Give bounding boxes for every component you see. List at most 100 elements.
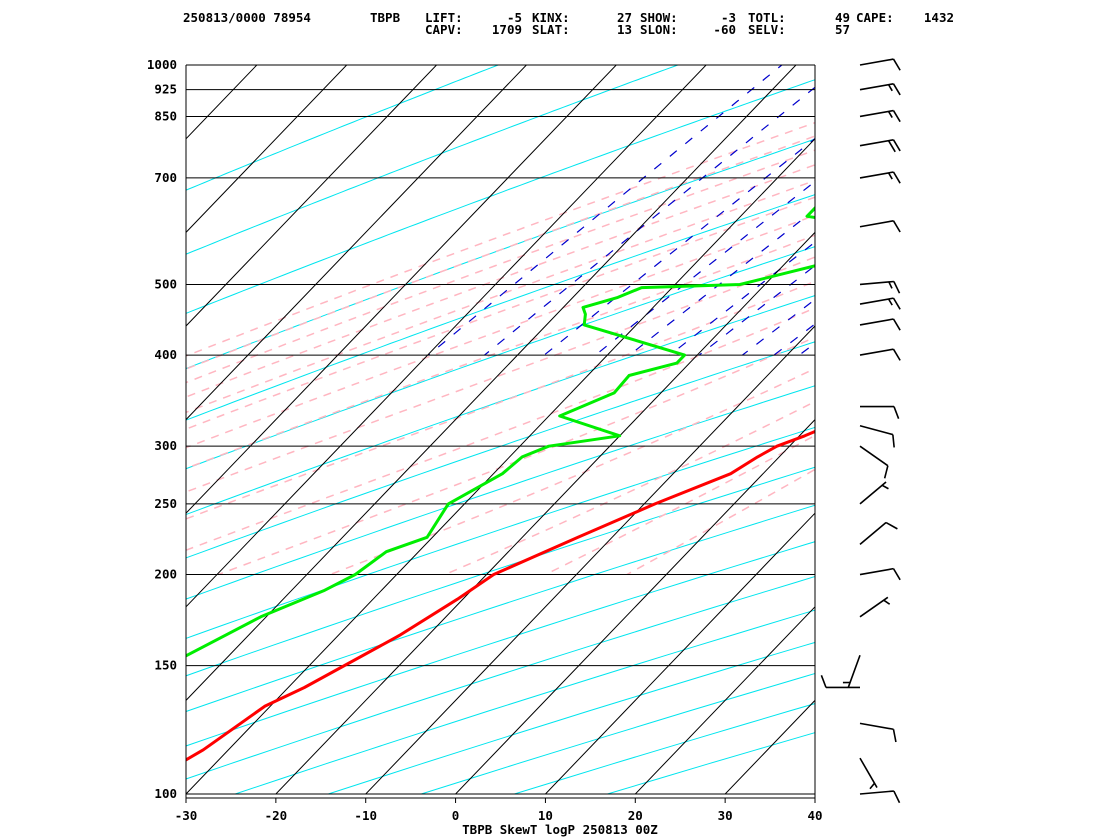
pressure-label: 850: [154, 108, 177, 123]
barb-shaft: [859, 722, 894, 731]
pressure-label: 200: [154, 567, 177, 582]
barb-shaft: [859, 109, 894, 118]
temperature-label: 20: [628, 808, 643, 823]
barb-shaft: [859, 139, 894, 147]
barb-feather: [887, 140, 896, 153]
isotherm: [186, 65, 258, 140]
wind-barb: [859, 567, 901, 581]
wind-barbs: [820, 58, 901, 804]
moist-adiabat: [186, 214, 815, 449]
temperature-label: 40: [807, 808, 822, 823]
pressure-label: 400: [154, 347, 177, 362]
wind-barb: [859, 722, 897, 743]
pressure-label: 1000: [147, 57, 177, 72]
dry-adiabat: [186, 65, 500, 191]
mixing-ratio-line: [1062, 50, 1120, 356]
dry-adiabat: [186, 194, 815, 421]
dry-adiabat: [186, 138, 815, 370]
barb-feather: [892, 220, 901, 233]
profiles: [186, 205, 815, 762]
wind-barb: [859, 171, 901, 184]
wind-barb: [859, 521, 898, 545]
isotherm: [186, 65, 707, 608]
show-label: SHOW:: [640, 10, 678, 25]
pressure-label: 300: [154, 438, 177, 453]
lift-label: LIFT:: [425, 10, 463, 25]
mixing-ratio-line: [940, 50, 1120, 356]
header-block: 250813/0000 78954 TBPB LIFT: -5 KINX: 27…: [0, 0, 1120, 50]
pressure-label: 925: [154, 82, 177, 97]
barb-half-feather: [887, 111, 893, 118]
capv-value: 1709: [491, 22, 522, 37]
slon-label: SLON:: [640, 22, 678, 37]
barb-half-feather: [883, 599, 891, 605]
mixing-ratio-line: [543, 137, 815, 356]
totl-label: TOTL:: [748, 10, 786, 25]
moist-adiabat: [186, 256, 815, 493]
sounding-id: 250813/0000 78954: [183, 10, 311, 25]
barb-half-feather: [887, 84, 893, 92]
barb-half-feather: [888, 281, 893, 289]
station-name: TBPB: [370, 10, 401, 25]
barb-half-feather: [887, 172, 893, 180]
isotherm: [186, 65, 528, 421]
wind-barb: [859, 790, 901, 804]
wind-barb: [859, 757, 878, 790]
dry-adiabat: [186, 246, 815, 470]
wind-barb: [859, 139, 901, 153]
moist-adiabat: [186, 121, 815, 357]
barb-feather: [883, 465, 889, 479]
isotherm: [186, 65, 348, 234]
dry-adiabat: [186, 466, 815, 677]
barb-shaft: [859, 297, 894, 305]
dry-adiabat: [186, 65, 680, 255]
cape-label: CAPE:: [856, 10, 894, 25]
temperature-label: -30: [175, 808, 198, 823]
dry-adiabat: [419, 673, 815, 794]
wind-barb: [842, 654, 861, 688]
barb-half-feather: [881, 484, 889, 490]
chart-title: TBPB SkewT logP 250813 00Z: [462, 822, 658, 837]
dewpoint-line: [186, 205, 815, 658]
barb-feather: [892, 729, 897, 743]
temperature-label: 30: [718, 808, 733, 823]
barb-half-feather: [887, 298, 893, 306]
mixing-ratio-line: [428, 65, 783, 356]
isobars: [186, 64, 815, 795]
isotherm: [186, 65, 438, 327]
mixing-ratio-line: [838, 50, 1120, 356]
isotherm: [544, 512, 815, 794]
barb-shaft: [859, 521, 887, 545]
mixing-ratio-line: [904, 50, 1120, 356]
mixing-ratio-line: [698, 264, 815, 356]
barb-feather: [892, 318, 901, 331]
barb-feather: [893, 790, 901, 804]
pressure-label: 100: [154, 786, 177, 801]
wind-barb: [820, 675, 860, 689]
dry-adiabat: [186, 504, 815, 713]
slon-value: -60: [713, 22, 736, 37]
wind-barb: [859, 58, 901, 71]
mixing-ratio-line: [669, 241, 815, 356]
wind-barb: [859, 297, 901, 310]
pressure-tick-labels: 100 150 200 250 300 400 500 700 850 925 1000: [147, 57, 177, 801]
temperature-label: 10: [538, 808, 553, 823]
wind-barb: [860, 405, 900, 419]
isotherm: [186, 65, 617, 514]
dry-adiabat: [186, 541, 815, 747]
moist-adiabat: [545, 434, 815, 576]
barb-feather: [893, 281, 901, 294]
temperature-label: -20: [265, 808, 288, 823]
dry-adiabat: [233, 609, 815, 794]
barb-shaft: [859, 280, 894, 286]
pressure-label: 500: [154, 276, 177, 291]
mixing-ratio-line: [595, 180, 815, 356]
moist-adiabat: [444, 400, 815, 576]
pressure-label: 150: [154, 658, 177, 673]
barb-shaft: [859, 567, 894, 576]
pressure-label: 250: [154, 496, 177, 511]
isotherm: [186, 138, 815, 794]
wind-barb: [859, 424, 895, 448]
barb-feather: [892, 171, 901, 184]
